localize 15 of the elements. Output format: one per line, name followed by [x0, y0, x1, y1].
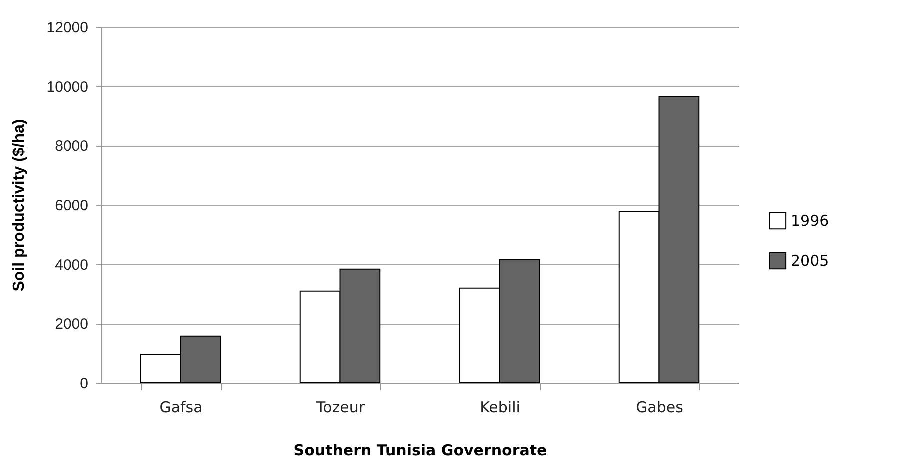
y-tick-label: 12000	[46, 20, 88, 36]
x-tick-label: Gabes	[636, 398, 684, 416]
y-tick-label: 8000	[55, 138, 88, 156]
y-tick-label: 2000	[55, 316, 88, 334]
y-tick-label: 4000	[55, 256, 88, 274]
x-axis-title: Southern Tunisia Governorate	[294, 442, 548, 460]
y-tick-label: 0	[80, 376, 88, 392]
y-tick-label: 6000	[55, 198, 88, 214]
legend-label: 2005	[791, 252, 830, 270]
x-tick-label: Gafsa	[160, 398, 203, 416]
legend-label: 1996	[791, 212, 830, 230]
y-tick-label: 10000	[46, 78, 88, 96]
x-tick-label: Tozeur	[315, 398, 366, 416]
x-tick-label: Kebili	[480, 398, 520, 416]
y-axis-title: Soil productivity ($/ha)	[10, 119, 28, 292]
